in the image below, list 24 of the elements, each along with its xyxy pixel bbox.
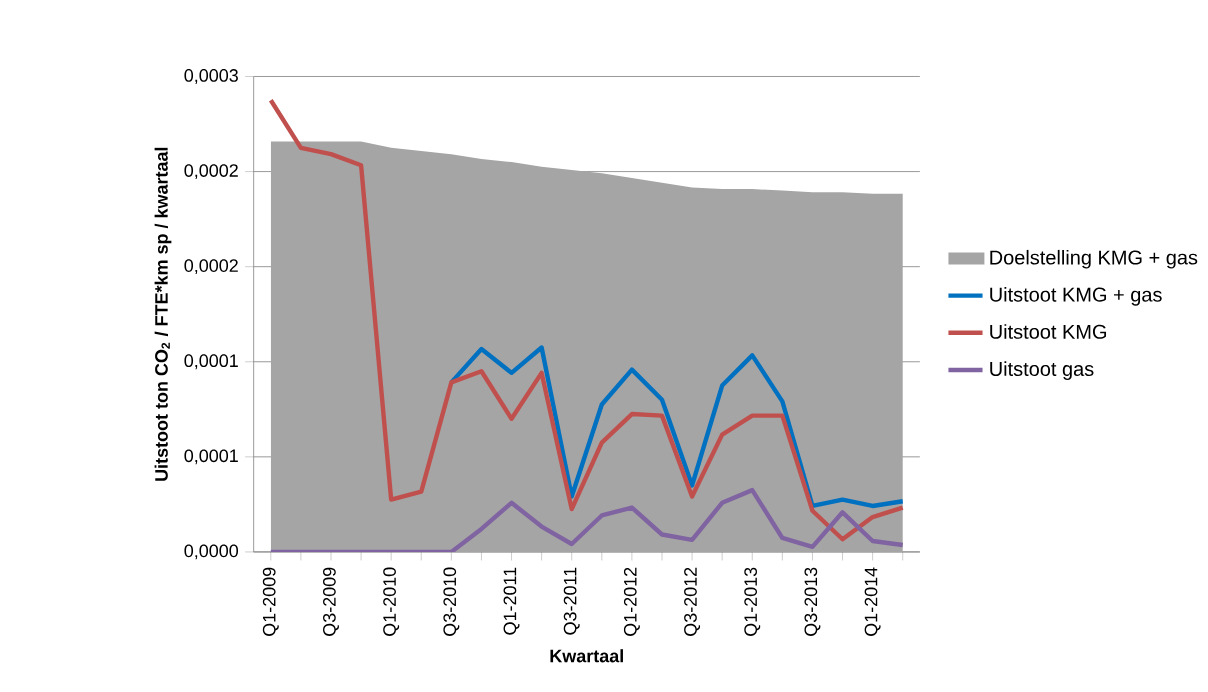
x-tick-label: Q3-2012 [684, 567, 701, 636]
x-tick-label: Q1-2014 [864, 567, 881, 636]
x-tick-label: Q1-2012 [623, 567, 640, 636]
y-tick-label: 0,0002 [184, 164, 238, 179]
x-tick-label: Q3-2010 [443, 567, 460, 636]
x-axis-title: Kwartaal [550, 649, 623, 663]
x-tick-label: Q3-2009 [323, 567, 339, 636]
y-tick-label: 0,0002 [184, 259, 238, 275]
x-tick-label: Q1-2011 [503, 567, 520, 635]
x-tick-label: Q1-2010 [383, 567, 400, 636]
legend-label: Uitstoot KMG [990, 324, 1107, 339]
x-tick-label: Q3-2013 [804, 567, 821, 636]
legend-label: Uitstoot gas [990, 361, 1094, 380]
x-tick-label: Q3-2011 [563, 567, 580, 635]
y-tick-label: 0,0003 [184, 68, 238, 84]
y-tick-label: 0,0001 [184, 449, 238, 465]
legend-label: Uitstoot KMG + gas [990, 286, 1162, 306]
x-tick-label: Q1-2013 [744, 567, 761, 636]
x-tick-label: Q1-2009 [262, 567, 279, 636]
y-axis-title: Uitstoot ton CO$_{2}$ / FTE*km sp / kwartaal [154, 147, 172, 481]
line-series [449, 345, 905, 509]
y-tick-label: 0,0000 [184, 544, 239, 560]
y-tick-label: 0,0001 [184, 354, 238, 370]
legend-label: Doelstelling KMG + gas [990, 249, 1198, 269]
